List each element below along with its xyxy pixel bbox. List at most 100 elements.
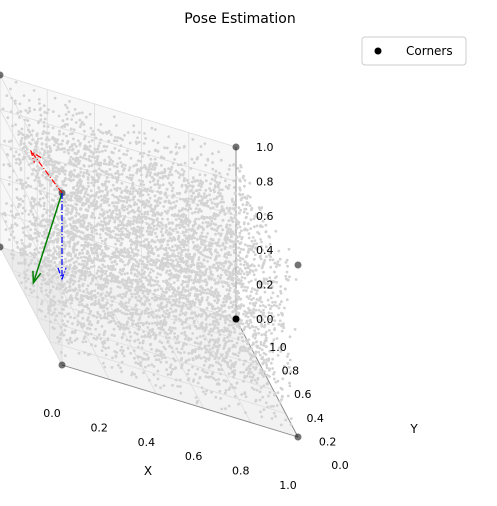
cloud-point	[259, 245, 263, 248]
cloud-point	[277, 323, 281, 326]
cloud-point	[84, 340, 88, 343]
cloud-point	[156, 182, 160, 186]
cloud-point	[120, 191, 123, 195]
cloud-point	[81, 251, 84, 255]
cloud-point	[168, 285, 172, 288]
cloud-point	[185, 285, 189, 288]
cloud-point	[116, 227, 120, 231]
cloud-point	[42, 124, 46, 128]
cloud-point	[205, 225, 209, 229]
cloud-point	[211, 364, 215, 368]
cloud-point	[60, 312, 64, 315]
cloud-point	[95, 337, 98, 341]
cloud-point	[183, 248, 187, 252]
cloud-point	[90, 303, 93, 306]
cloud-point	[194, 372, 198, 376]
cloud-point	[142, 240, 146, 243]
cloud-point	[167, 174, 171, 177]
cloud-point	[102, 251, 106, 255]
cloud-point	[135, 252, 139, 256]
cloud-point	[53, 307, 57, 311]
cloud-point	[45, 245, 49, 249]
cloud-point	[129, 156, 133, 160]
cloud-point	[127, 285, 130, 288]
cloud-point	[246, 340, 250, 344]
cloud-point	[12, 236, 16, 240]
cloud-point	[240, 319, 244, 322]
cloud-point	[178, 378, 182, 382]
cloud-point	[236, 167, 240, 170]
cloud-point	[219, 307, 223, 311]
cloud-point	[177, 210, 181, 213]
cloud-point	[77, 310, 81, 314]
cloud-point	[45, 194, 49, 198]
cloud-point	[58, 311, 61, 315]
cloud-point	[77, 351, 81, 355]
cloud-point	[126, 262, 130, 266]
cloud-point	[80, 310, 84, 314]
cloud-point	[138, 341, 142, 345]
cloud-point	[56, 215, 59, 219]
cloud-point	[111, 273, 115, 277]
cloud-point	[239, 198, 243, 202]
cloud-point	[214, 232, 217, 236]
cloud-point	[264, 353, 268, 356]
cloud-point	[97, 161, 100, 165]
cloud-point	[140, 296, 143, 300]
cloud-point	[178, 217, 181, 221]
cloud-point	[37, 234, 41, 238]
cloud-point	[21, 226, 25, 230]
cloud-point	[143, 312, 147, 315]
cloud-point	[81, 156, 85, 160]
cloud-point	[23, 246, 27, 250]
cloud-point	[171, 245, 174, 249]
cloud-point	[125, 207, 129, 211]
cloud-point	[287, 365, 291, 369]
cloud-point	[125, 305, 129, 309]
cloud-point	[262, 358, 266, 362]
cloud-point	[88, 327, 92, 331]
cloud-point	[168, 365, 172, 369]
cloud-point	[221, 300, 225, 304]
cloud-point	[148, 189, 152, 193]
cloud-point	[186, 199, 190, 203]
cloud-point	[228, 313, 232, 317]
cloud-point	[268, 251, 272, 255]
cloud-point	[252, 307, 256, 311]
cloud-point	[102, 316, 106, 320]
cloud-point	[260, 240, 263, 244]
cloud-point	[169, 232, 173, 236]
cloud-point	[249, 363, 253, 366]
cloud-point	[133, 272, 137, 276]
cloud-point	[65, 117, 69, 121]
cloud-point	[108, 168, 112, 171]
cloud-point	[177, 244, 181, 248]
cloud-point	[105, 185, 109, 189]
cloud-point	[275, 280, 278, 284]
cloud-point	[74, 164, 78, 168]
cloud-point	[195, 272, 199, 276]
cloud-point	[28, 157, 32, 161]
cloud-point	[34, 217, 38, 221]
cloud-point	[102, 278, 106, 282]
cloud-point	[247, 232, 251, 236]
cloud-point	[60, 296, 64, 299]
cloud-point	[233, 282, 237, 286]
cloud-point	[282, 326, 286, 330]
cloud-point	[7, 140, 11, 144]
cloud-point	[132, 196, 136, 199]
cloud-point	[113, 334, 116, 337]
cloud-point	[197, 258, 201, 262]
cloud-point	[166, 281, 170, 285]
cloud-point	[23, 194, 27, 198]
cloud-point	[69, 252, 72, 256]
cloud-point	[199, 356, 203, 360]
cloud-point	[35, 174, 39, 178]
cloud-point	[54, 176, 57, 180]
cloud-point	[217, 224, 221, 228]
cloud-point	[145, 257, 149, 261]
cloud-point	[139, 182, 143, 186]
cloud-point	[173, 326, 177, 330]
cloud-point	[36, 263, 39, 266]
cloud-point	[136, 362, 140, 365]
